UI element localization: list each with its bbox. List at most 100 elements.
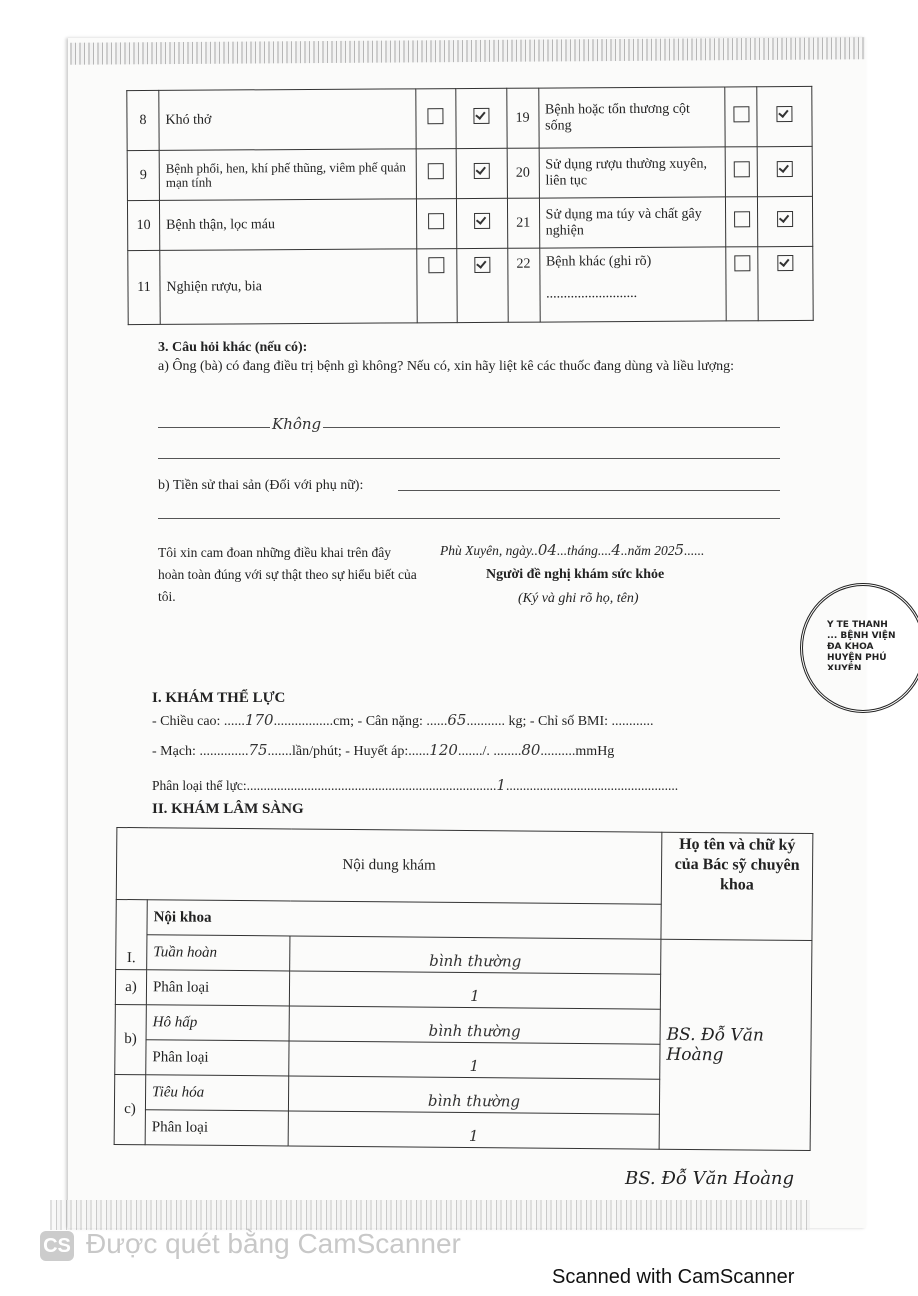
row-number: 21: [507, 198, 540, 249]
exam-item-result[interactable]: bình thường: [289, 1005, 661, 1045]
height-label: - Chiều cao:: [152, 714, 221, 729]
row-label: Bệnh khác (ghi rõ): [545, 253, 652, 270]
checkbox-yes[interactable]: [428, 257, 445, 274]
row-number: 10: [127, 200, 160, 251]
class-label: Phân loại: [146, 969, 290, 1006]
checkbox-yes[interactable]: [733, 106, 750, 123]
doctor-signature: BS. Đỗ Văn Hoàng: [666, 1024, 764, 1065]
checkbox-yes[interactable]: [428, 213, 445, 230]
signer-title: Người đề nghị khám sức khỏe: [486, 567, 665, 582]
checkbox-no[interactable]: [776, 161, 793, 178]
physical-exam-heading: I. KHÁM THỂ LỰC: [152, 690, 286, 706]
row-number: 11: [127, 250, 161, 325]
checkbox-no[interactable]: [776, 106, 793, 123]
pulse-bp-line: - Mạch: ..............75.......lần/phút;…: [152, 741, 615, 759]
checkbox-no[interactable]: [777, 255, 794, 272]
class-value[interactable]: 1: [288, 1040, 661, 1080]
row-label: Sử dụng rượu thường xuyên, liên tục: [538, 146, 726, 199]
exam-item-name: Tiêu hóa: [145, 1074, 289, 1111]
answer-line: [158, 458, 780, 459]
date-month[interactable]: 4: [611, 541, 621, 559]
exam-item-letter: c): [114, 1074, 146, 1145]
checkbox-yes[interactable]: [427, 108, 444, 125]
exam-item-result[interactable]: bình thường: [289, 935, 661, 975]
checkbox-no[interactable]: [777, 211, 794, 228]
other-disease-field[interactable]: ..........................: [546, 285, 638, 302]
camscanner-logo-icon: CS: [40, 1230, 74, 1261]
row-number: 20: [506, 148, 540, 199]
table-row: Tuần hoàn bình thường BS. Đỗ Văn Hoàng: [116, 934, 812, 1151]
answer-line: [398, 490, 780, 491]
exam-item-result[interactable]: bình thường: [288, 1075, 660, 1115]
date-day[interactable]: 04: [537, 541, 557, 559]
checkbox-yes[interactable]: [733, 211, 750, 228]
exam-item-name: Hô hấp: [146, 1004, 290, 1041]
row-label: Bệnh phổi, hen, khí phế thũng, viêm phế …: [159, 148, 417, 201]
row-number: 9: [127, 150, 160, 201]
stamp-text: Y TẾ THÀNH ... BỆNH VIỆN ĐA KHOA HUYỆN P…: [827, 620, 896, 670]
class-label: Phân loại: [145, 1109, 289, 1146]
exam-item-letter: b): [114, 1004, 147, 1075]
class-label: Phân loại: [145, 1039, 290, 1076]
other-questions-heading: 3. Câu hỏi khác (nếu có):: [158, 340, 308, 355]
weight-value[interactable]: 65: [447, 711, 467, 729]
row-label: Sử dụng ma túy và chất gây nghiện: [539, 196, 727, 249]
month-label: tháng: [567, 543, 598, 558]
year-label: năm 202: [627, 543, 675, 558]
table-row: 11 Nghiện rượu, bia 22 Bệnh khác (ghi rõ…: [127, 246, 814, 325]
table-row: 10 Bệnh thận, lọc máu 21 Sử dụng ma túy …: [127, 196, 813, 251]
weight-unit: kg; - Chỉ số BMI:: [508, 714, 609, 729]
checkbox-no[interactable]: [473, 162, 490, 179]
row-number: 19: [506, 88, 539, 149]
pulse-unit: lần/phút; - Huyết áp:: [292, 744, 409, 759]
date-line: Phù Xuyên, ngày..04...tháng....4..năm 20…: [440, 541, 705, 559]
date-year-digit[interactable]: 5: [674, 541, 685, 559]
bp-unit: mmHg: [575, 744, 615, 759]
checkbox-yes[interactable]: [734, 255, 751, 272]
row-label: Bệnh thận, lọc máu: [159, 198, 417, 251]
checkbox-no[interactable]: [473, 107, 490, 124]
place-label: Phù Xuyên, ngày: [440, 543, 532, 558]
row-number: 8: [126, 90, 160, 151]
row-label: Bệnh hoặc tổn thương cột sống: [538, 86, 726, 149]
bmi-value[interactable]: ............: [611, 714, 654, 729]
fitness-class-label: Phân loại thể lực:: [152, 778, 247, 793]
declaration-text: Tôi xin cam đoan những điều khai trên đâ…: [158, 545, 417, 604]
questionnaire-table: 8 Khó thở 19 Bệnh hoặc tổn thương cột số…: [126, 86, 814, 325]
class-value[interactable]: 1: [288, 1110, 660, 1150]
checkbox-no[interactable]: [473, 212, 490, 229]
fitness-class-value[interactable]: 1: [496, 776, 506, 794]
pulse-value[interactable]: 75: [248, 741, 268, 759]
height-value[interactable]: 170: [244, 711, 274, 729]
camscanner-watermark: CS Được quét bằng CamScanner: [40, 1228, 461, 1261]
bp-systolic[interactable]: 120: [429, 741, 458, 759]
table-row: 8 Khó thở 19 Bệnh hoặc tổn thương cột số…: [126, 86, 813, 151]
question-b: b) Tiền sử thai sản (Đối với phụ nữ):: [158, 478, 364, 493]
section-number: I.: [115, 899, 148, 970]
checkbox-yes[interactable]: [733, 161, 750, 178]
pulse-label: - Mạch:: [152, 744, 196, 759]
document-page: [68, 38, 866, 1228]
height-unit: cm; - Cân nặng:: [333, 714, 423, 729]
question-a: a) Ông (bà) có đang điều trị bệnh gì khô…: [158, 359, 734, 374]
column-header-content: Nội dung khám: [116, 827, 662, 905]
watermark-text: Được quét bằng CamScanner: [86, 1228, 461, 1259]
column-header-doctor: Họ tên và chữ ký của Bác sỹ chuyên khoa: [660, 832, 813, 941]
section-name: Nội khoa: [146, 899, 662, 940]
row-number: 22: [507, 248, 540, 323]
height-weight-line: - Chiều cao: ......170.................c…: [152, 711, 654, 729]
clinical-exam-table: Nội dung khám Họ tên và chữ ký của Bác s…: [114, 827, 814, 1151]
fitness-class-line: Phân loại thể lực:......................…: [152, 776, 679, 794]
checkbox-no[interactable]: [474, 256, 491, 273]
answer-line: [158, 427, 780, 428]
class-value[interactable]: 1: [289, 970, 661, 1010]
row-label: Khó thở: [158, 88, 416, 151]
checkbox-yes[interactable]: [428, 163, 445, 180]
doctor-signature-2: BS. Đỗ Văn Hoàng: [625, 1168, 795, 1189]
answer-a[interactable]: Không: [270, 414, 324, 434]
bp-diastolic[interactable]: 80: [521, 741, 541, 759]
hospital-stamp: Y TẾ THÀNH ... BỆNH VIỆN ĐA KHOA HUYỆN P…: [800, 583, 918, 713]
clinical-exam-heading: II. KHÁM LÂM SÀNG: [152, 801, 304, 817]
row-label: Nghiện rượu, bia: [159, 248, 418, 325]
answer-line: [158, 518, 780, 519]
